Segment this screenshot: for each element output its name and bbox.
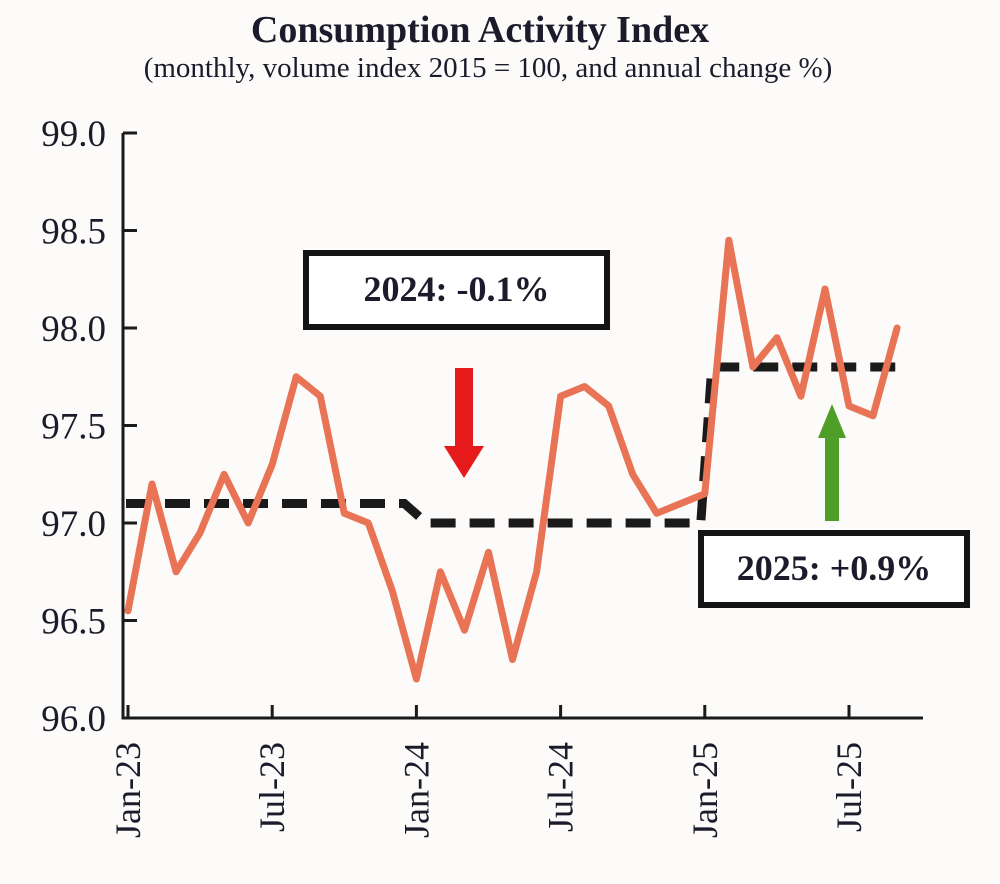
x-tick-label: Jan-25 xyxy=(685,742,725,838)
x-tick-label: Jul-24 xyxy=(541,742,581,832)
y-tick-label: 97.5 xyxy=(41,407,106,448)
red-down-arrow xyxy=(444,368,484,478)
x-tick-label: Jul-25 xyxy=(829,742,869,832)
green-up-arrow xyxy=(818,404,846,521)
annotation-box-2024: 2024: -0.1% xyxy=(303,250,610,330)
annotation-box-2025: 2025: +0.9% xyxy=(698,530,970,608)
y-tick-label: 96.5 xyxy=(41,602,106,643)
y-tick-label: 97.0 xyxy=(41,504,106,545)
monthly-index-line xyxy=(124,236,901,683)
x-tick-label: Jan-23 xyxy=(108,742,148,838)
chart-title: Consumption Activity Index xyxy=(250,9,710,51)
x-tick-label: Jul-23 xyxy=(252,742,292,832)
y-tick-label: 98.0 xyxy=(41,309,106,350)
chart-subtitle: (monthly, volume index 2015 = 100, and a… xyxy=(143,52,833,84)
y-tick-label: 98.5 xyxy=(41,212,106,253)
y-tick-label: 96.0 xyxy=(41,699,106,740)
y-tick-label: 99.0 xyxy=(41,114,106,155)
x-tick-label: Jan-24 xyxy=(396,742,436,838)
annual-average-dashed-line xyxy=(126,362,898,528)
